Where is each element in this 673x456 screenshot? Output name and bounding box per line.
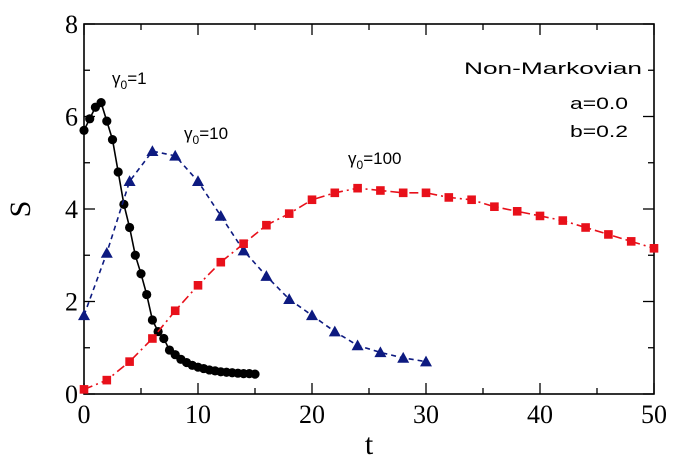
data-point (535, 211, 545, 221)
data-point (306, 309, 318, 321)
series-2 (79, 183, 659, 394)
data-point (649, 244, 659, 253)
x-tick-label: 40 (527, 400, 553, 429)
data-point (398, 188, 408, 198)
series-label-gamma-10-sub: 0 (193, 133, 200, 147)
series-line (83, 150, 427, 363)
series-label-gamma-1: γ0=1 (112, 69, 147, 92)
data-point (262, 220, 271, 230)
series-label-gamma-100: γ0=100 (348, 149, 401, 172)
series-line (83, 101, 256, 375)
annotation-a: a=0.0 (570, 94, 628, 113)
data-point (192, 175, 204, 187)
data-point (125, 222, 135, 233)
data-point (626, 237, 636, 246)
data-point (307, 195, 317, 205)
data-point (136, 269, 146, 279)
data-point (130, 250, 140, 260)
data-point (558, 216, 568, 225)
data-point (420, 355, 432, 367)
data-point (193, 281, 203, 290)
data-point (102, 375, 112, 385)
data-point (250, 369, 260, 379)
data-point (113, 167, 123, 177)
data-point (96, 98, 106, 108)
data-point (283, 293, 296, 304)
data-point (119, 199, 129, 209)
data-point (351, 339, 364, 351)
data-point (142, 289, 152, 300)
data-point (170, 306, 180, 316)
annotation-b: b=0.2 (570, 122, 628, 141)
series-0 (79, 98, 260, 379)
y-tick-label: 2 (65, 288, 78, 317)
data-point (123, 175, 136, 187)
series-label-gamma-10-tail: =10 (199, 124, 228, 143)
data-point (397, 351, 410, 363)
series-line (83, 187, 655, 391)
data-point (147, 315, 157, 325)
series-label-gamma-100-tail: =100 (363, 149, 401, 168)
data-point (216, 257, 226, 267)
annotation-regime: Non-Markovian (464, 59, 642, 78)
plot-area-frame (83, 23, 655, 395)
axis-ticks (83, 23, 655, 395)
data-point (79, 385, 89, 394)
x-tick-label: 0 (78, 400, 91, 429)
data-point (102, 116, 112, 126)
series-label-gamma-1-tail: =1 (127, 69, 146, 88)
data-point (159, 333, 169, 344)
y-axis-label: S (4, 201, 37, 218)
y-tick-label: 0 (65, 380, 78, 409)
data-point (421, 188, 431, 198)
data-point (78, 309, 90, 321)
data-point (100, 246, 113, 258)
data-point (328, 325, 341, 337)
data-point (444, 193, 454, 202)
data-point (85, 114, 95, 124)
x-tick-labels: 0 10 20 30 40 50 (78, 400, 668, 429)
x-tick-label: 10 (185, 400, 211, 429)
data-point (79, 125, 89, 135)
x-tick-label: 50 (641, 400, 667, 429)
data-point (512, 207, 522, 216)
data-point (581, 223, 590, 232)
data-point (125, 357, 134, 366)
y-tick-labels: 0 2 4 6 8 (65, 10, 78, 409)
x-tick-label: 20 (299, 400, 325, 429)
data-point (353, 183, 362, 193)
x-tick-label: 30 (413, 400, 439, 429)
data-point (284, 209, 294, 218)
series-label-gamma-10: γ0=10 (184, 124, 228, 147)
data-point (467, 195, 476, 205)
data-point (237, 244, 250, 256)
data-point (239, 239, 248, 248)
data-point (260, 270, 273, 281)
data-point (604, 230, 613, 239)
data-point (490, 202, 499, 211)
data-point (148, 334, 157, 343)
series-1 (78, 145, 432, 367)
x-axis-label: t (365, 428, 374, 456)
y-tick-label: 6 (65, 103, 78, 132)
data-point (169, 149, 182, 161)
data-point (330, 188, 340, 198)
y-tick-label: 4 (65, 195, 78, 224)
data-point (146, 145, 159, 156)
data-point (107, 135, 118, 145)
series-layer (78, 98, 659, 394)
data-point (374, 346, 387, 358)
data-point (214, 209, 227, 221)
series-label-gamma-100-sub: 0 (357, 158, 364, 172)
y-tick-label: 8 (65, 10, 78, 39)
data-point (376, 186, 385, 195)
series-label-gamma-1-sub: 0 (121, 78, 128, 92)
